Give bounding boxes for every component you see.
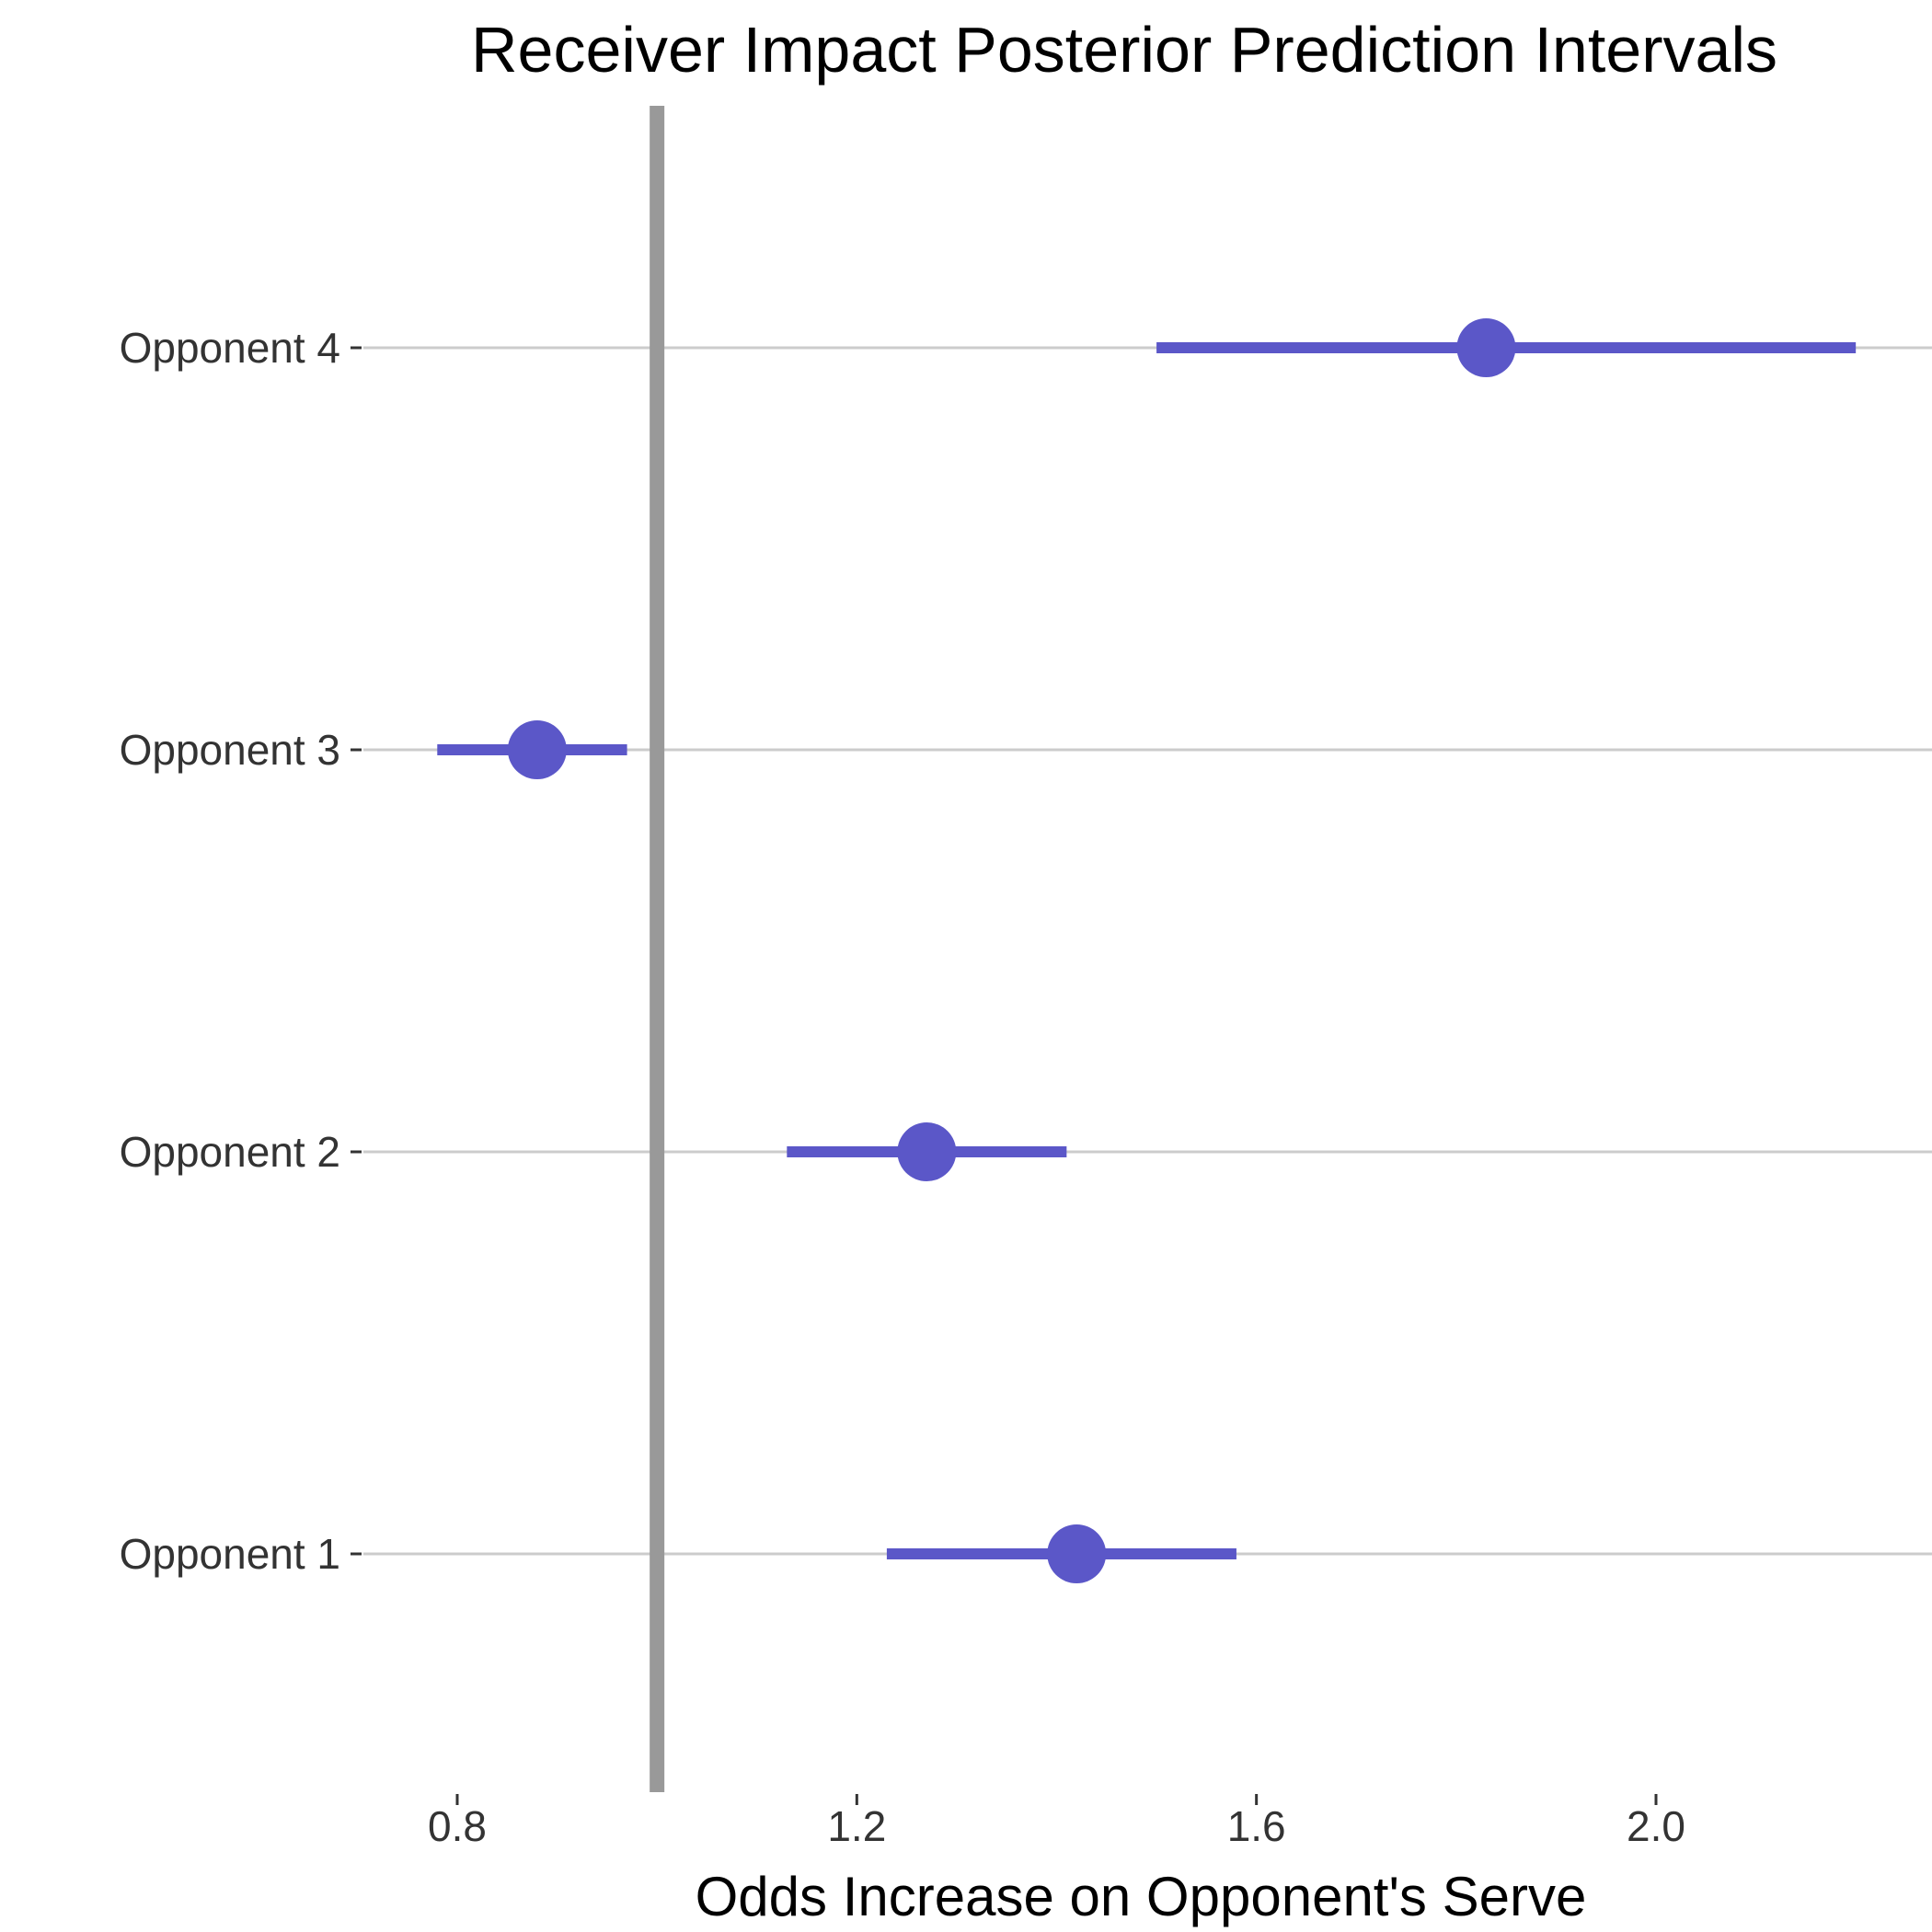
y-tick-label-3: Opponent 3	[120, 726, 340, 774]
x-tick-label-4: 2.0	[1627, 1802, 1685, 1850]
y-tick-label-2: Opponent 2	[120, 1128, 340, 1176]
x-tick-label-2: 1.2	[827, 1802, 886, 1850]
y-tick-label-4: Opponent 4	[120, 324, 340, 372]
y-tick-label-1: Opponent 1	[120, 1530, 340, 1578]
x-axis-title: Odds Increase on Opponent's Serve	[696, 1866, 1587, 1927]
point-estimate-4	[1456, 318, 1516, 377]
grid-lines	[363, 346, 1932, 1556]
x-axis: 0.8 1.2 1.6 2.0	[428, 1794, 1685, 1850]
y-axis: Opponent 1 Opponent 2 Opponent 3 Opponent 4	[120, 324, 362, 1578]
data-marks	[437, 318, 1857, 1583]
point-estimate-3	[507, 720, 567, 779]
point-estimate-1	[1047, 1524, 1107, 1583]
x-tick-label-3: 1.6	[1227, 1802, 1286, 1850]
point-estimate-2	[897, 1122, 957, 1181]
chart-title: Receiver Impact Posterior Prediction Int…	[471, 14, 1777, 86]
x-tick-label-1: 0.8	[428, 1802, 487, 1850]
